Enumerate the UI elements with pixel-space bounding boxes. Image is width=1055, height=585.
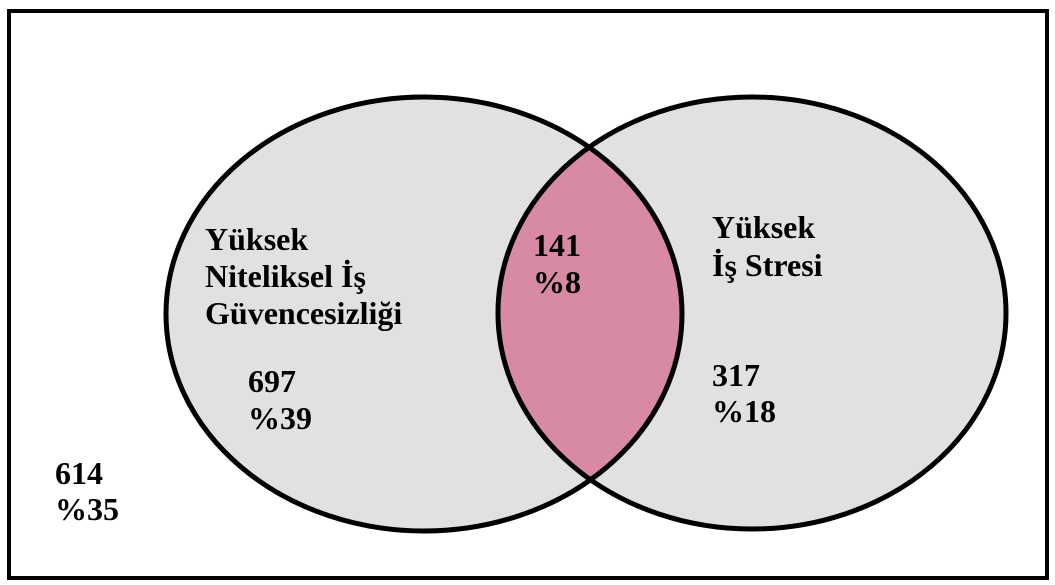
region-count: 614 — [55, 455, 103, 491]
region-count: 141 — [533, 227, 581, 263]
set-label: Güvencesizliği — [205, 295, 402, 331]
region-count: 697 — [248, 363, 296, 399]
set-left-outline — [163, 94, 685, 534]
region-percent: %39 — [248, 400, 312, 436]
set-right-outline — [495, 94, 1009, 532]
region-percent: %35 — [55, 491, 119, 527]
set-label: Yüksek — [712, 209, 815, 245]
set-label: İş Stresi — [712, 247, 823, 283]
set-label: Yüksek — [205, 221, 308, 257]
set-label: Niteliksel İş — [205, 258, 366, 294]
region-percent: %18 — [712, 393, 776, 429]
region-count: 317 — [712, 357, 760, 393]
region-percent: %8 — [533, 264, 581, 300]
intersection — [498, 97, 682, 529]
